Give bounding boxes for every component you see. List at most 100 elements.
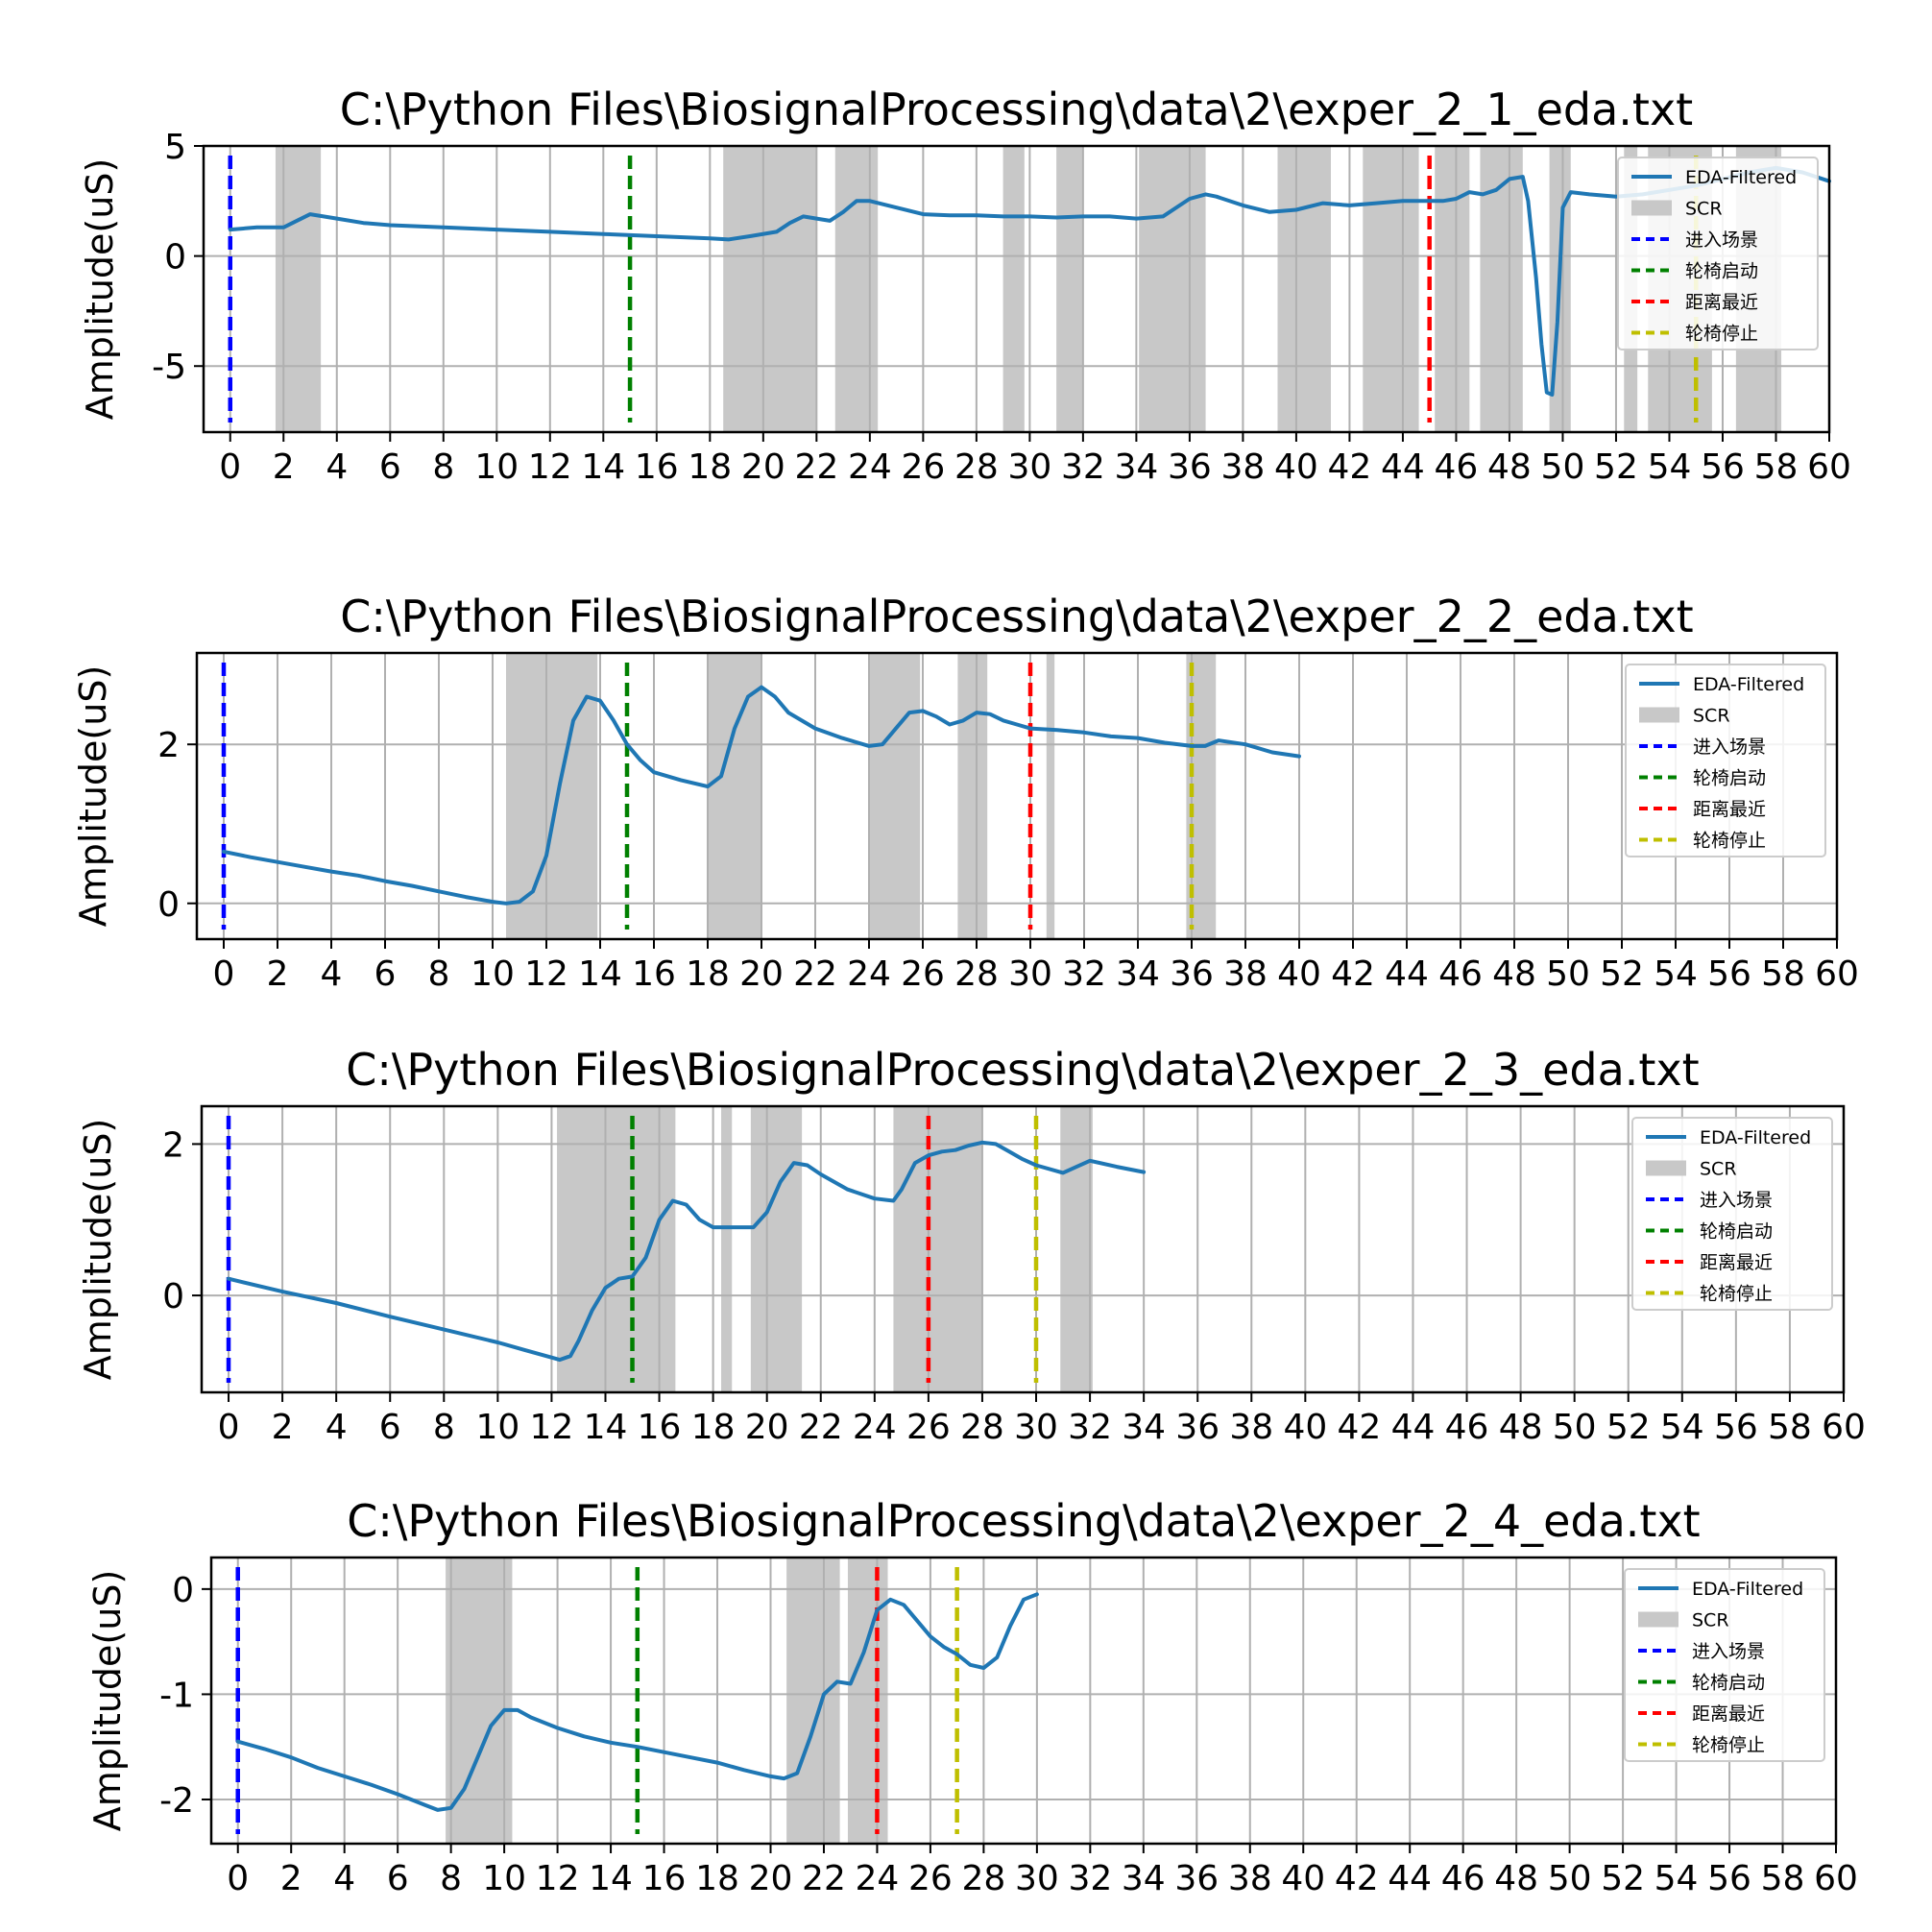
chart-panel-3: 0 2 4 6 8 10 12 14 16 18 20 22 24 26 28 30 32 34 36 38 40 42 4…: [77, 1044, 1866, 1447]
y-tick-label: -2: [159, 1781, 194, 1821]
legend-label: 轮椅启动: [1700, 1221, 1773, 1243]
x-tick-label: 26: [908, 1859, 953, 1898]
x-tick-label: 8: [433, 1408, 455, 1447]
scr-region: [723, 146, 817, 432]
x-tick-label: 8: [428, 954, 450, 994]
legend-label: 进入场景: [1692, 1641, 1765, 1662]
chart-panel-2: 0 2 4 6 8 10 12 14 16 18 20 22 24 26 28 30 32 34 36 38 40 42 4…: [72, 591, 1859, 994]
x-tick-label: 42: [1331, 954, 1375, 994]
x-tick-label: 0: [227, 1859, 249, 1898]
legend-label: 轮椅停止: [1700, 1284, 1773, 1305]
x-tick-label: 22: [802, 1859, 846, 1898]
x-tick-label: 52: [1606, 1408, 1651, 1447]
scr-region: [275, 146, 322, 432]
x-tick-label: 2: [272, 1408, 294, 1447]
x-tick-label: 52: [1601, 1859, 1645, 1898]
legend-swatch-scr: [1638, 1611, 1678, 1628]
x-tick-label: 16: [638, 1408, 682, 1447]
x-tick-label: 24: [853, 1408, 897, 1447]
legend-label: 距离最近: [1700, 1252, 1773, 1273]
x-tick-label: 22: [799, 1408, 843, 1447]
scr-region: [1435, 146, 1470, 432]
chart-panel-1: 0 2 4 6 8 10 12 14 16 18 20 22 24 26 28 30 32 34 36 38 40 42 4…: [79, 84, 1851, 487]
x-tick-label: 14: [578, 954, 622, 994]
x-tick-label: 26: [901, 447, 945, 487]
legend-label: 轮椅启动: [1685, 261, 1758, 282]
x-tick-label: 24: [848, 447, 892, 487]
scr-region: [893, 1106, 982, 1392]
x-tick-label: 14: [589, 1859, 633, 1898]
x-tick-label: 32: [1062, 954, 1106, 994]
x-tick-label: 28: [961, 1859, 1005, 1898]
x-tick-label: 12: [524, 954, 568, 994]
x-tick-label: 10: [474, 447, 519, 487]
x-tick-label: 40: [1277, 954, 1321, 994]
y-tick-label: -1: [159, 1676, 194, 1715]
eda-series-line: [228, 165, 1831, 397]
chart-panel-4: 0 2 4 6 8 10 12 14 16 18 20 22 24 26 28 30 32 34 36 38 40 42 4…: [86, 1495, 1858, 1898]
x-tick-label: 8: [440, 1859, 462, 1898]
x-tick-label: 0: [218, 1408, 240, 1447]
x-tick-label: 24: [856, 1859, 900, 1898]
x-tick-label: 42: [1338, 1408, 1382, 1447]
x-tick-label: 36: [1174, 1859, 1219, 1898]
x-tick-label: 8: [432, 447, 454, 487]
x-tick-label: 0: [219, 447, 241, 487]
x-tick-label: 18: [686, 954, 730, 994]
y-tick-label: 0: [164, 238, 186, 278]
y-tick-label: 2: [157, 726, 180, 765]
x-tick-label: 60: [1815, 954, 1859, 994]
y-tick-label: -5: [152, 348, 186, 387]
scr-region: [708, 653, 761, 939]
x-tick-label: 56: [1701, 447, 1745, 487]
scr-region: [834, 146, 879, 432]
x-tick-label: 48: [1487, 447, 1532, 487]
chart-title: C:\Python Files\BiosignalProcessing\data…: [340, 84, 1693, 135]
y-tick-label: 5: [164, 128, 186, 167]
legend-label: 轮椅启动: [1692, 1673, 1765, 1694]
x-tick-label: 12: [536, 1859, 580, 1898]
x-tick-label: 20: [749, 1859, 793, 1898]
chart-title: C:\Python Files\BiosignalProcessing\data…: [347, 1495, 1700, 1547]
x-tick-label: 46: [1435, 447, 1479, 487]
x-tick-label: 10: [475, 1408, 519, 1447]
x-tick-label: 50: [1553, 1408, 1597, 1447]
x-tick-label: 44: [1385, 954, 1429, 994]
y-tick-label: 2: [162, 1125, 184, 1165]
eda-series-line: [227, 1140, 1147, 1363]
x-tick-label: 56: [1707, 1859, 1751, 1898]
scr-region: [1060, 1106, 1093, 1392]
x-tick-label: 46: [1445, 1408, 1489, 1447]
x-tick-label: 44: [1391, 1408, 1436, 1447]
x-tick-label: 4: [321, 954, 343, 994]
x-tick-label: 40: [1283, 1408, 1327, 1447]
x-tick-label: 14: [584, 1408, 628, 1447]
x-tick-label: 54: [1654, 954, 1698, 994]
x-tick-label: 20: [741, 447, 785, 487]
scr-region: [786, 1558, 840, 1844]
x-tick-label: 46: [1441, 1859, 1485, 1898]
x-tick-label: 58: [1754, 447, 1799, 487]
x-tick-label: 60: [1807, 447, 1851, 487]
x-tick-label: 12: [530, 1408, 574, 1447]
x-tick-label: 56: [1714, 1408, 1758, 1447]
x-tick-label: 32: [1068, 1408, 1112, 1447]
x-tick-label: 56: [1707, 954, 1751, 994]
axes-frame: [209, 1556, 1838, 1846]
x-tick-label: 38: [1221, 447, 1266, 487]
x-tick-label: 32: [1061, 447, 1105, 487]
x-tick-label: 28: [960, 1408, 1004, 1447]
x-tick-label: 40: [1281, 1859, 1325, 1898]
x-tick-label: 30: [1007, 447, 1051, 487]
scr-region: [750, 1106, 803, 1392]
x-tick-label: 36: [1168, 447, 1212, 487]
x-tick-label: 36: [1170, 954, 1214, 994]
legend-label: 轮椅停止: [1693, 831, 1766, 852]
eda-series-line: [222, 685, 1301, 906]
legend-label: 距离最近: [1693, 799, 1766, 820]
legend-label: EDA-Filtered: [1693, 674, 1804, 695]
scr-region: [1056, 146, 1083, 432]
legend-label: 进入场景: [1685, 229, 1758, 251]
